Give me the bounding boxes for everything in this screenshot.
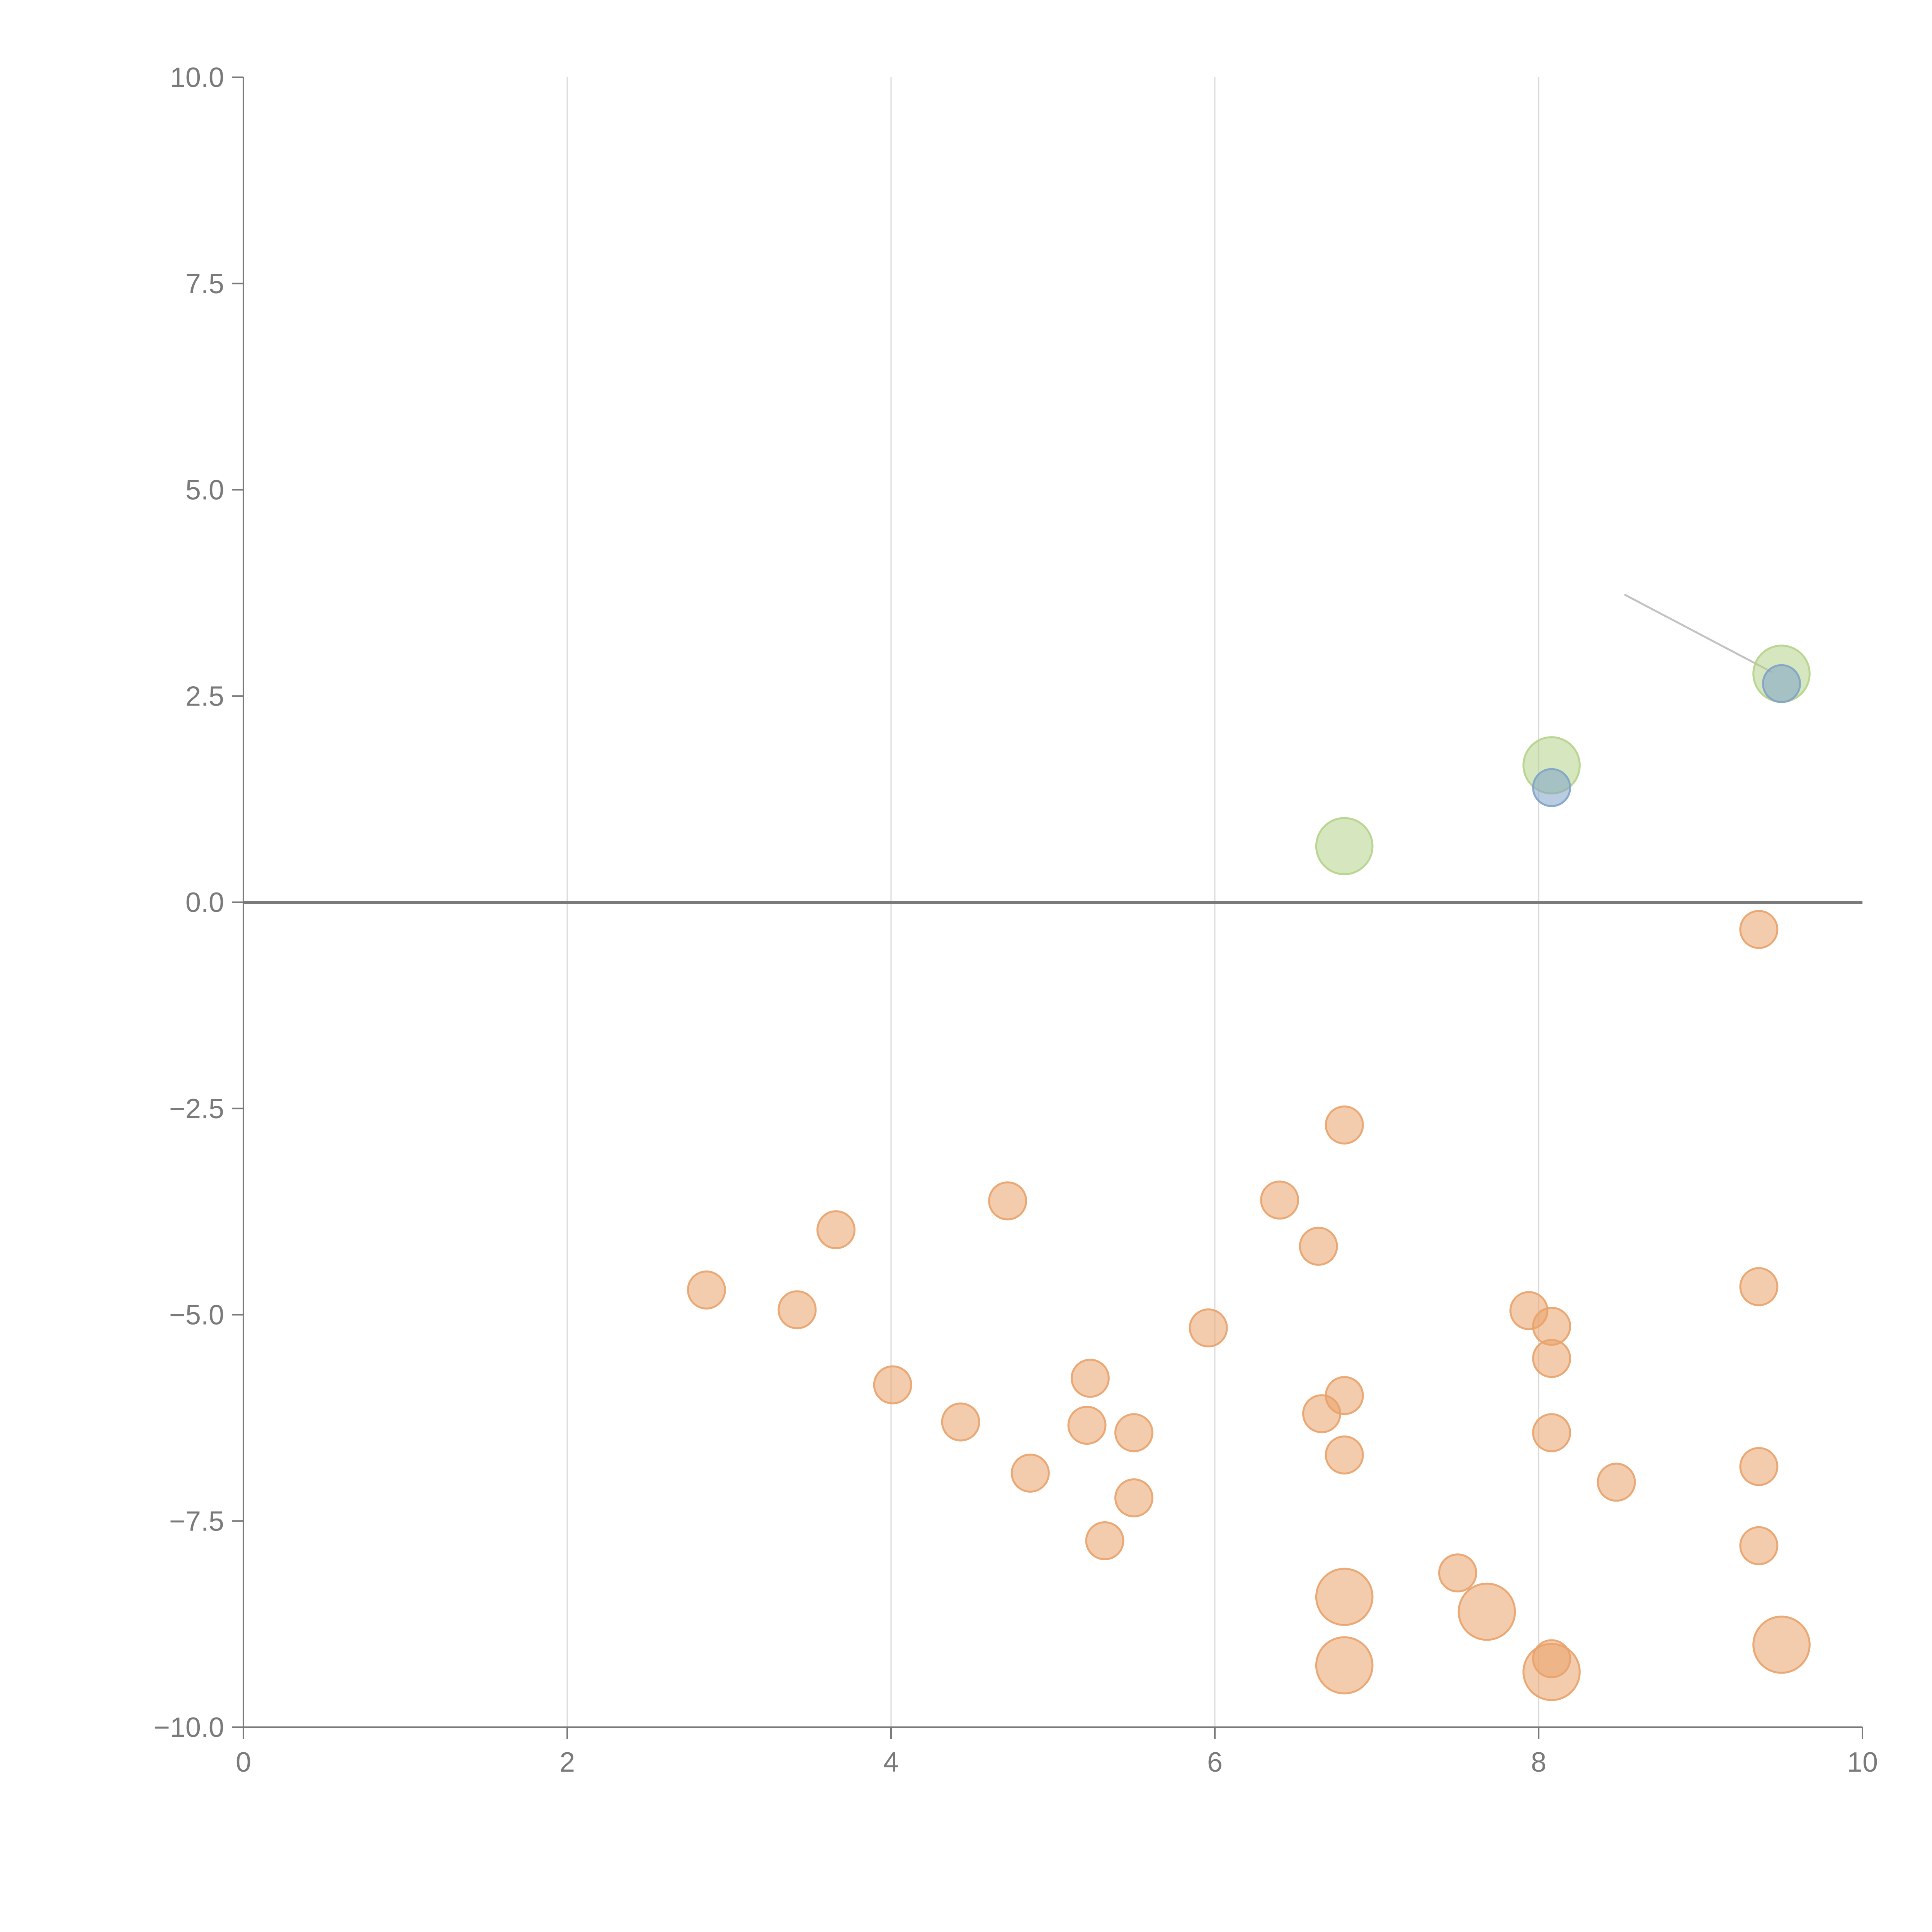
y-tick-label: −5.0 (169, 1300, 224, 1331)
data-point-orange (1302, 1394, 1342, 1434)
data-point-blue (1532, 768, 1571, 807)
x-tick-label: 8 (1531, 1747, 1546, 1778)
data-point-orange (1739, 1526, 1779, 1565)
data-point-orange (1597, 1463, 1636, 1502)
data-point-green (1315, 817, 1374, 876)
x-tick-label: 0 (236, 1747, 251, 1778)
y-tick-label: 0.0 (185, 887, 224, 918)
data-point-orange (1325, 1435, 1364, 1475)
annotation-connector-0 (1624, 594, 1772, 673)
y-tick-label: −2.5 (169, 1094, 224, 1124)
data-point-orange (1315, 1568, 1374, 1626)
data-point-orange (1532, 1413, 1571, 1452)
y-axis-ticks: −10.0 −7.5 −5.0 −2.5 0.0 2.5 5.0 7.5 10.0 (154, 62, 243, 1743)
y-tick-label: 5.0 (185, 475, 224, 506)
x-tick-label: 6 (1207, 1747, 1223, 1778)
data-point-orange (1739, 1447, 1779, 1486)
data-point-orange (1315, 1636, 1374, 1695)
data-point-orange (1114, 1478, 1153, 1517)
data-point-orange (1752, 1616, 1811, 1674)
x-axis-ticks: 0 2 4 6 8 10 (236, 1727, 1878, 1778)
y-tick-label: 7.5 (185, 269, 224, 299)
data-point-orange (816, 1210, 856, 1250)
data-point-orange (1067, 1406, 1107, 1445)
data-point-orange (1189, 1308, 1228, 1348)
y-tick-label: 2.5 (185, 681, 224, 712)
x-tick-label: 4 (883, 1747, 899, 1778)
y-tick-label: −7.5 (169, 1506, 224, 1537)
data-point-orange (941, 1402, 980, 1442)
data-point-orange (1085, 1521, 1124, 1560)
data-point-orange (1739, 910, 1779, 949)
data-point-orange (1739, 1267, 1779, 1306)
annotation-connectors (1624, 594, 1772, 673)
data-point-orange (777, 1290, 817, 1330)
data-point-orange (687, 1270, 726, 1310)
data-point-blue (1762, 664, 1801, 703)
data-point-orange (988, 1181, 1027, 1221)
data-point-orange (1532, 1639, 1571, 1679)
data-point-orange (1260, 1180, 1299, 1220)
x-tick-label: 2 (560, 1747, 575, 1778)
data-point-orange (1438, 1553, 1477, 1593)
y-tick-label: 10.0 (170, 62, 224, 93)
x-tick-label: 10 (1847, 1747, 1878, 1778)
data-point-orange (1114, 1413, 1153, 1452)
data-point-orange (1010, 1453, 1050, 1493)
data-point-orange (1299, 1226, 1338, 1266)
data-point-orange (1458, 1582, 1516, 1641)
data-point-orange (1532, 1339, 1571, 1378)
data-points (687, 645, 1811, 1701)
data-point-orange (1070, 1359, 1110, 1398)
data-point-orange (1325, 1105, 1364, 1145)
data-point-orange (873, 1365, 912, 1405)
y-tick-label: −10.0 (154, 1712, 224, 1743)
